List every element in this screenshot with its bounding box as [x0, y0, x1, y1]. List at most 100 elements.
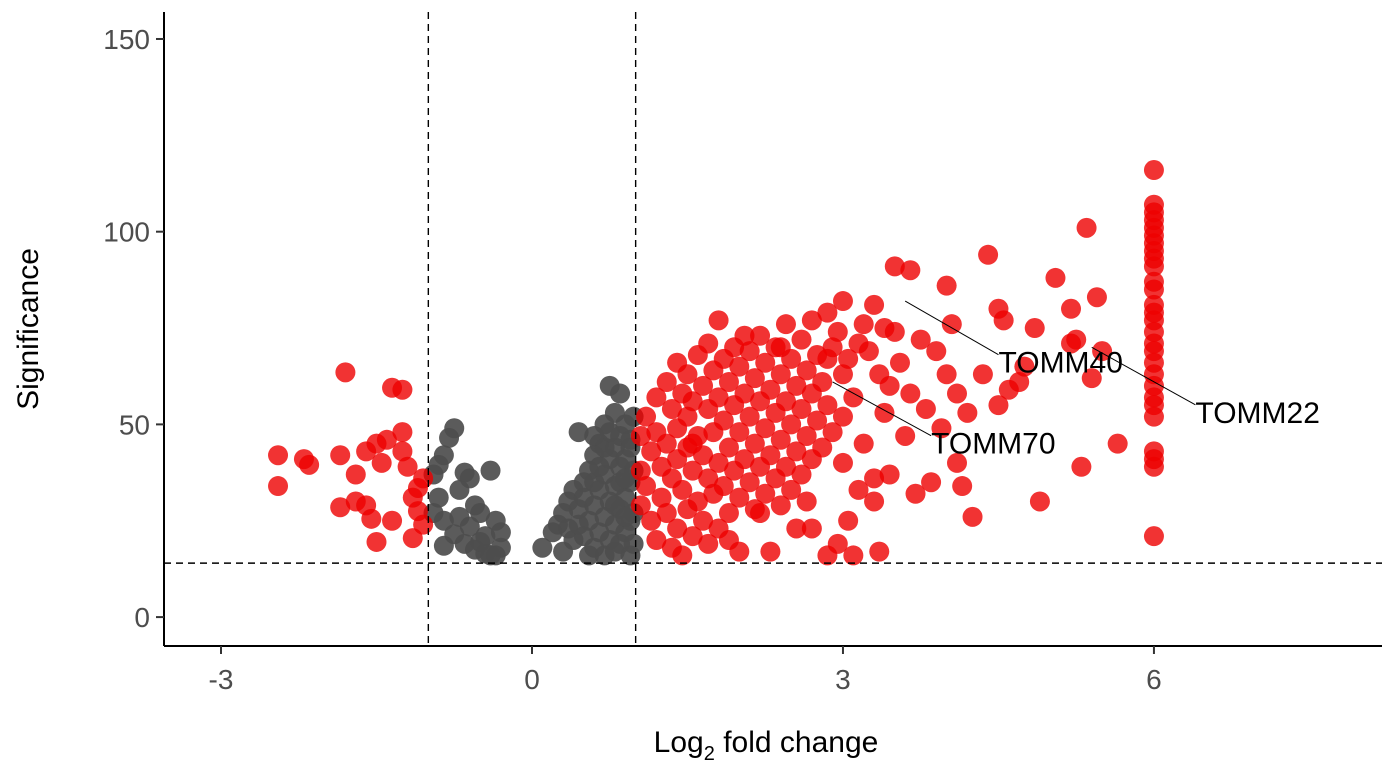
- point-significant: [988, 395, 1009, 416]
- gene-label-leader-line: [1091, 346, 1196, 406]
- point-significant: [817, 395, 838, 416]
- point-significant: [812, 371, 833, 392]
- point-significant: [952, 476, 973, 497]
- point-significant: [1081, 368, 1102, 389]
- point-significant: [869, 541, 890, 562]
- point-not-significant: [532, 537, 553, 558]
- point-significant: [739, 406, 760, 427]
- point-not-significant: [459, 468, 480, 489]
- point-significant: [962, 506, 983, 527]
- x-tick-label: 6: [1146, 664, 1162, 695]
- point-significant: [636, 406, 657, 427]
- point-significant: [832, 364, 853, 385]
- point-significant: [376, 429, 397, 450]
- point-not-significant: [480, 545, 501, 566]
- point-significant: [1143, 256, 1164, 277]
- y-tick-label: 50: [119, 409, 150, 440]
- point-not-significant: [470, 531, 491, 552]
- point-significant: [796, 425, 817, 446]
- point-significant: [817, 348, 838, 369]
- point-significant: [718, 437, 739, 458]
- point-significant: [791, 398, 812, 419]
- point-not-significant: [568, 422, 589, 443]
- point-significant: [630, 460, 651, 481]
- point-significant: [698, 533, 719, 554]
- point-significant: [921, 472, 942, 493]
- point-significant: [770, 337, 791, 358]
- point-significant: [729, 487, 750, 508]
- point-significant: [698, 468, 719, 489]
- point-significant: [895, 425, 916, 446]
- point-significant: [827, 533, 848, 554]
- point-significant: [392, 379, 413, 400]
- point-significant: [957, 402, 978, 423]
- point-significant: [864, 491, 885, 512]
- x-tick-label: -3: [209, 664, 234, 695]
- point-significant: [874, 402, 895, 423]
- point-significant: [770, 495, 791, 516]
- point-significant: [739, 472, 760, 493]
- point-significant: [791, 329, 812, 350]
- point-significant: [268, 445, 289, 466]
- point-significant: [371, 452, 392, 473]
- point-significant: [946, 452, 967, 473]
- point-significant: [268, 476, 289, 497]
- point-significant: [926, 341, 947, 362]
- point-significant: [677, 364, 698, 385]
- point-significant: [781, 414, 802, 435]
- point-significant: [646, 387, 667, 408]
- point-significant: [775, 456, 796, 477]
- ticks: 0 50 100 150 -3 0 3 6: [103, 24, 1161, 695]
- point-not-significant: [573, 487, 594, 508]
- point-significant: [413, 468, 434, 489]
- point-significant: [330, 497, 351, 518]
- point-not-significant: [490, 522, 511, 543]
- point-significant: [1061, 298, 1082, 319]
- point-significant: [718, 371, 739, 392]
- point-significant: [682, 460, 703, 481]
- point-significant: [744, 433, 765, 454]
- point-significant: [900, 383, 921, 404]
- point-significant: [1143, 406, 1164, 427]
- threshold-lines: [164, 12, 1382, 646]
- point-significant: [641, 510, 662, 531]
- point-significant: [1061, 333, 1082, 354]
- point-significant: [838, 348, 859, 369]
- point-significant: [734, 325, 755, 346]
- point-significant: [775, 391, 796, 412]
- point-significant: [397, 456, 418, 477]
- y-axis-title: Significance: [12, 248, 45, 410]
- point-significant: [1024, 318, 1045, 339]
- point-significant: [775, 314, 796, 335]
- gene-label: TOMM40: [998, 347, 1122, 380]
- x-tick-label: 0: [524, 664, 540, 695]
- point-significant: [641, 441, 662, 462]
- point-not-significant: [579, 545, 600, 566]
- y-tick-label: 0: [134, 602, 150, 633]
- point-significant: [1014, 356, 1035, 377]
- point-significant: [941, 314, 962, 335]
- point-significant: [972, 364, 993, 385]
- point-significant: [884, 256, 905, 277]
- point-significant: [874, 318, 895, 339]
- point-significant: [781, 479, 802, 500]
- point-significant: [796, 360, 817, 381]
- point-significant: [770, 429, 791, 450]
- point-significant: [889, 352, 910, 373]
- point-significant: [413, 514, 434, 535]
- point-significant: [900, 260, 921, 281]
- point-significant: [1143, 160, 1164, 181]
- point-not-significant: [610, 383, 631, 404]
- point-significant: [330, 445, 351, 466]
- point-significant: [853, 314, 874, 335]
- point-significant: [729, 356, 750, 377]
- point-significant: [838, 510, 859, 531]
- point-significant: [936, 275, 957, 296]
- point-significant: [936, 364, 957, 385]
- point-significant: [822, 422, 843, 443]
- point-significant: [801, 310, 822, 331]
- point-significant: [335, 362, 356, 383]
- point-significant: [734, 449, 755, 470]
